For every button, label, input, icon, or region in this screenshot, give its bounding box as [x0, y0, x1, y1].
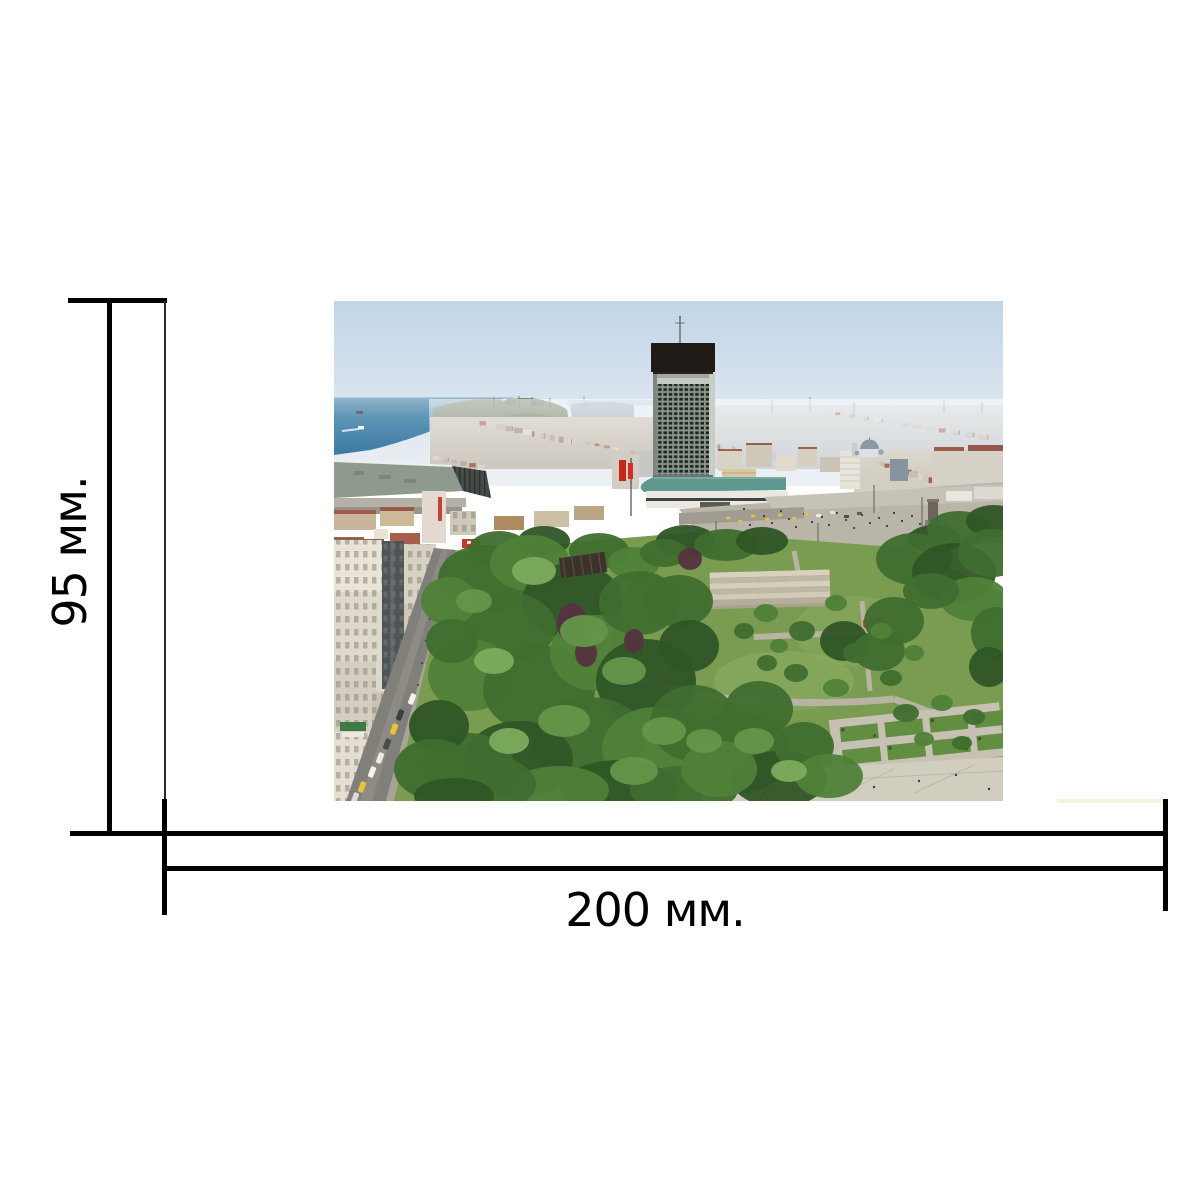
white-tower-building: [840, 451, 860, 489]
dim-width-line: [164, 866, 1168, 871]
dim-height-top-cap: [68, 298, 167, 303]
width-dimension-label: 200 мм.: [565, 883, 745, 937]
cream-building: [422, 491, 446, 543]
left-extension-line: [164, 301, 166, 799]
teal-roof: [640, 477, 786, 492]
terrace-stairs: [709, 569, 831, 610]
faint-extension-line: [1057, 799, 1163, 803]
road: [679, 507, 804, 525]
ship: [356, 411, 363, 414]
hagia-triada-church: [852, 437, 884, 457]
akm-building: [334, 460, 491, 514]
dim-height-line: [107, 298, 112, 836]
dim-height-bottom-cap: [70, 831, 1168, 836]
parked-cars: [350, 693, 417, 801]
photo-taksim-square: [334, 301, 1003, 801]
green-shop-sign: [340, 722, 366, 731]
taksim-aerial-scene: [334, 301, 1003, 801]
turkish-flag-banner: [619, 460, 626, 481]
tree-canopy: [394, 505, 1003, 801]
vehicles: [726, 511, 862, 523]
height-dimension-label: 95 мм.: [43, 476, 97, 628]
dim-width-right-cap: [1163, 799, 1168, 911]
turkish-flag-banner: [628, 463, 633, 479]
glass-building: [890, 459, 908, 481]
dim-width-left-cap: [162, 799, 167, 915]
flag-banner-building: [612, 455, 639, 516]
pergola: [558, 551, 608, 579]
tower-top-block: [651, 343, 715, 372]
boat: [358, 426, 364, 430]
